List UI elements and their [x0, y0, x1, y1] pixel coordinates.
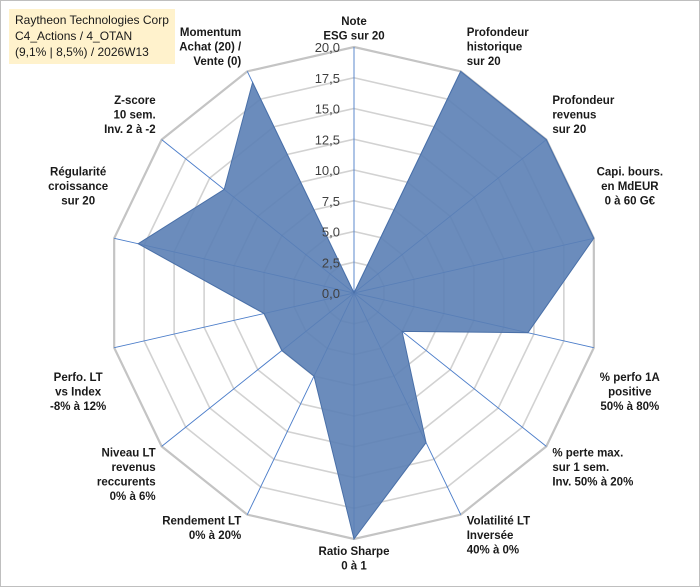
axis-label-line: Note [341, 16, 367, 28]
radial-tick-label: 17,5 [315, 71, 340, 86]
axis-label-line: Rendement LT [162, 516, 241, 528]
axis-label-line: Achat (20) / [179, 41, 242, 53]
axis-label-line: sur 20 [61, 196, 95, 208]
axis-label: Profondeur historique sur 20 [467, 27, 529, 68]
axis-label: % perfo 1A positive 50% à 80% [600, 372, 660, 413]
axis-label-line: sur 20 [552, 124, 586, 136]
axis-label-line: revenus [552, 110, 596, 122]
axis-label-line: sur 1 sem. [552, 462, 609, 474]
axis-label-line: 50% à 80% [600, 401, 659, 413]
axis-label: Ratio Sharpe 0 à 1 [319, 546, 390, 573]
radial-tick-labels: 0,0 2,5 5,0 7,5 10,0 12,5 15,0 17,5 20,0 [315, 40, 340, 301]
axis-label: Momentum Achat (20) / Vente (0) [179, 27, 242, 68]
axis-label-line: Inv. 2 à -2 [104, 124, 156, 136]
axis-label-line: reccurents [97, 476, 156, 488]
axis-label: Z-score 10 sem. Inv. 2 à -2 [104, 95, 156, 136]
radial-tick-label: 20,0 [315, 40, 340, 55]
axis-label-line: ESG sur 20 [323, 31, 384, 43]
axis-label-line: 0 à 1 [341, 561, 367, 573]
radial-tick-label: 2,5 [322, 255, 340, 270]
axis-label-line: % perfo 1A [600, 372, 660, 384]
axis-label: Capi. bours. en MdEUR 0 à 60 G€ [597, 167, 663, 208]
axis-label-line: 40% à 0% [467, 545, 519, 557]
axis-label: Perfo. LT vs Index -8% à 12% [50, 372, 106, 413]
axis-label-line: Volatilité LT [467, 516, 530, 528]
axis-label: Rendement LT 0% à 20% [162, 516, 241, 543]
radial-tick-label: 12,5 [315, 132, 340, 147]
axis-label: Régularité croissance sur 20 [48, 167, 108, 208]
axis-label-line: Régularité [50, 167, 106, 179]
axis-label-line: 10 sem. [113, 110, 155, 122]
axis-label-line: Profondeur [552, 95, 614, 107]
axis-label-line: 0% à 6% [110, 491, 156, 503]
axis-label-line: Profondeur [467, 27, 529, 39]
title-line: (9,1% | 8,5%) / 2026W13 [15, 45, 149, 59]
radar-series [137, 70, 595, 541]
axis-label-line: Vente (0) [193, 56, 241, 68]
radial-tick-label: 0,0 [322, 286, 340, 301]
axis-label-line: Niveau LT [102, 447, 156, 459]
axis-label-line: % perte max. [552, 447, 623, 459]
radial-tick-label: 7,5 [322, 194, 340, 209]
axis-label-line: Inversée [467, 530, 514, 542]
radial-tick-label: 10,0 [315, 163, 340, 178]
axis-label: % perte max. sur 1 sem. Inv. 50% à 20% [552, 447, 633, 488]
axis-label-line: 0 à 60 G€ [605, 196, 656, 208]
radial-tick-label: 5,0 [322, 225, 340, 240]
axis-label-line: positive [608, 386, 651, 398]
axis-label: Profondeur revenus sur 20 [552, 95, 614, 136]
axis-labels: Note ESG sur 20 Profondeur historique sur 20… [48, 16, 663, 573]
axis-label-line: croissance [48, 181, 108, 193]
axis-label: Volatilité LT Inversée 40% à 0% [467, 516, 530, 557]
radial-tick-label: 15,0 [315, 102, 340, 117]
axis-label: Note ESG sur 20 [323, 16, 384, 43]
axis-label-line: sur 20 [467, 56, 501, 68]
title-line: Raytheon Technologies Corp [15, 13, 169, 27]
axis-label-line: revenus [112, 462, 156, 474]
axis-label-line: en MdEUR [601, 181, 659, 193]
axis-label-line: Perfo. LT [54, 372, 103, 384]
axis-label-line: 0% à 20% [189, 530, 241, 542]
axis-label-line: Ratio Sharpe [319, 546, 390, 558]
axis-label-line: historique [467, 41, 523, 53]
axis-label-line: Capi. bours. [597, 167, 663, 179]
axis-label-line: Z-score [114, 95, 156, 107]
axis-label-line: Inv. 50% à 20% [552, 476, 633, 488]
axis-label-line: vs Index [55, 386, 102, 398]
chart-title-box: Raytheon Technologies Corp C4_Actions / … [9, 9, 175, 64]
axis-label: Niveau LT revenus reccurents 0% à 6% [97, 447, 156, 503]
axis-label-line: -8% à 12% [50, 401, 106, 413]
title-line: C4_Actions / 4_OTAN [15, 29, 133, 43]
axis-label-line: Momentum [180, 27, 241, 39]
